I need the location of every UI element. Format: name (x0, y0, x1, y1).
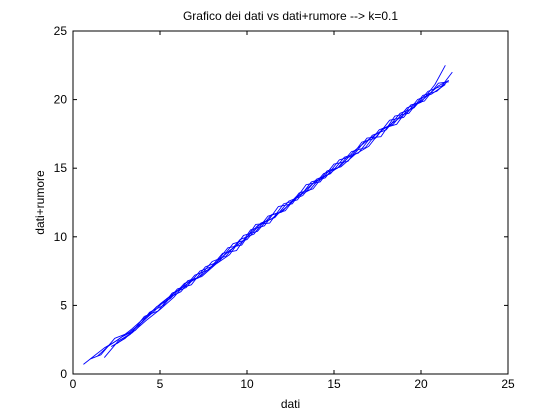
series-line-4 (103, 81, 449, 358)
series-line-6 (116, 81, 448, 345)
x-tick-label: 15 (327, 377, 341, 391)
y-tick-label: 20 (54, 93, 68, 107)
y-tick-label: 0 (60, 367, 67, 381)
x-tick-label: 20 (414, 377, 428, 391)
y-tick-label: 15 (54, 161, 68, 175)
x-tick-label: 10 (240, 377, 254, 391)
y-tick-label: 5 (60, 298, 67, 312)
chart-title: Grafico dei dati vs dati+rumore --> k=0.… (183, 9, 398, 23)
y-axis-label: dati+rumore (33, 170, 47, 235)
y-tick-label: 25 (54, 24, 68, 38)
x-tick-label: 25 (501, 377, 515, 391)
axes-box (72, 30, 509, 375)
series-line-5 (111, 84, 446, 347)
tick-layer: 0 5 10 15 20 25 0 5 10 15 20 25 (54, 24, 515, 391)
y-tick-label: 10 (54, 230, 68, 244)
x-tick-label: 5 (157, 377, 164, 391)
series-layer (83, 65, 453, 365)
x-axis-label: dati (281, 397, 300, 411)
x-tick-label: 0 (70, 377, 77, 391)
